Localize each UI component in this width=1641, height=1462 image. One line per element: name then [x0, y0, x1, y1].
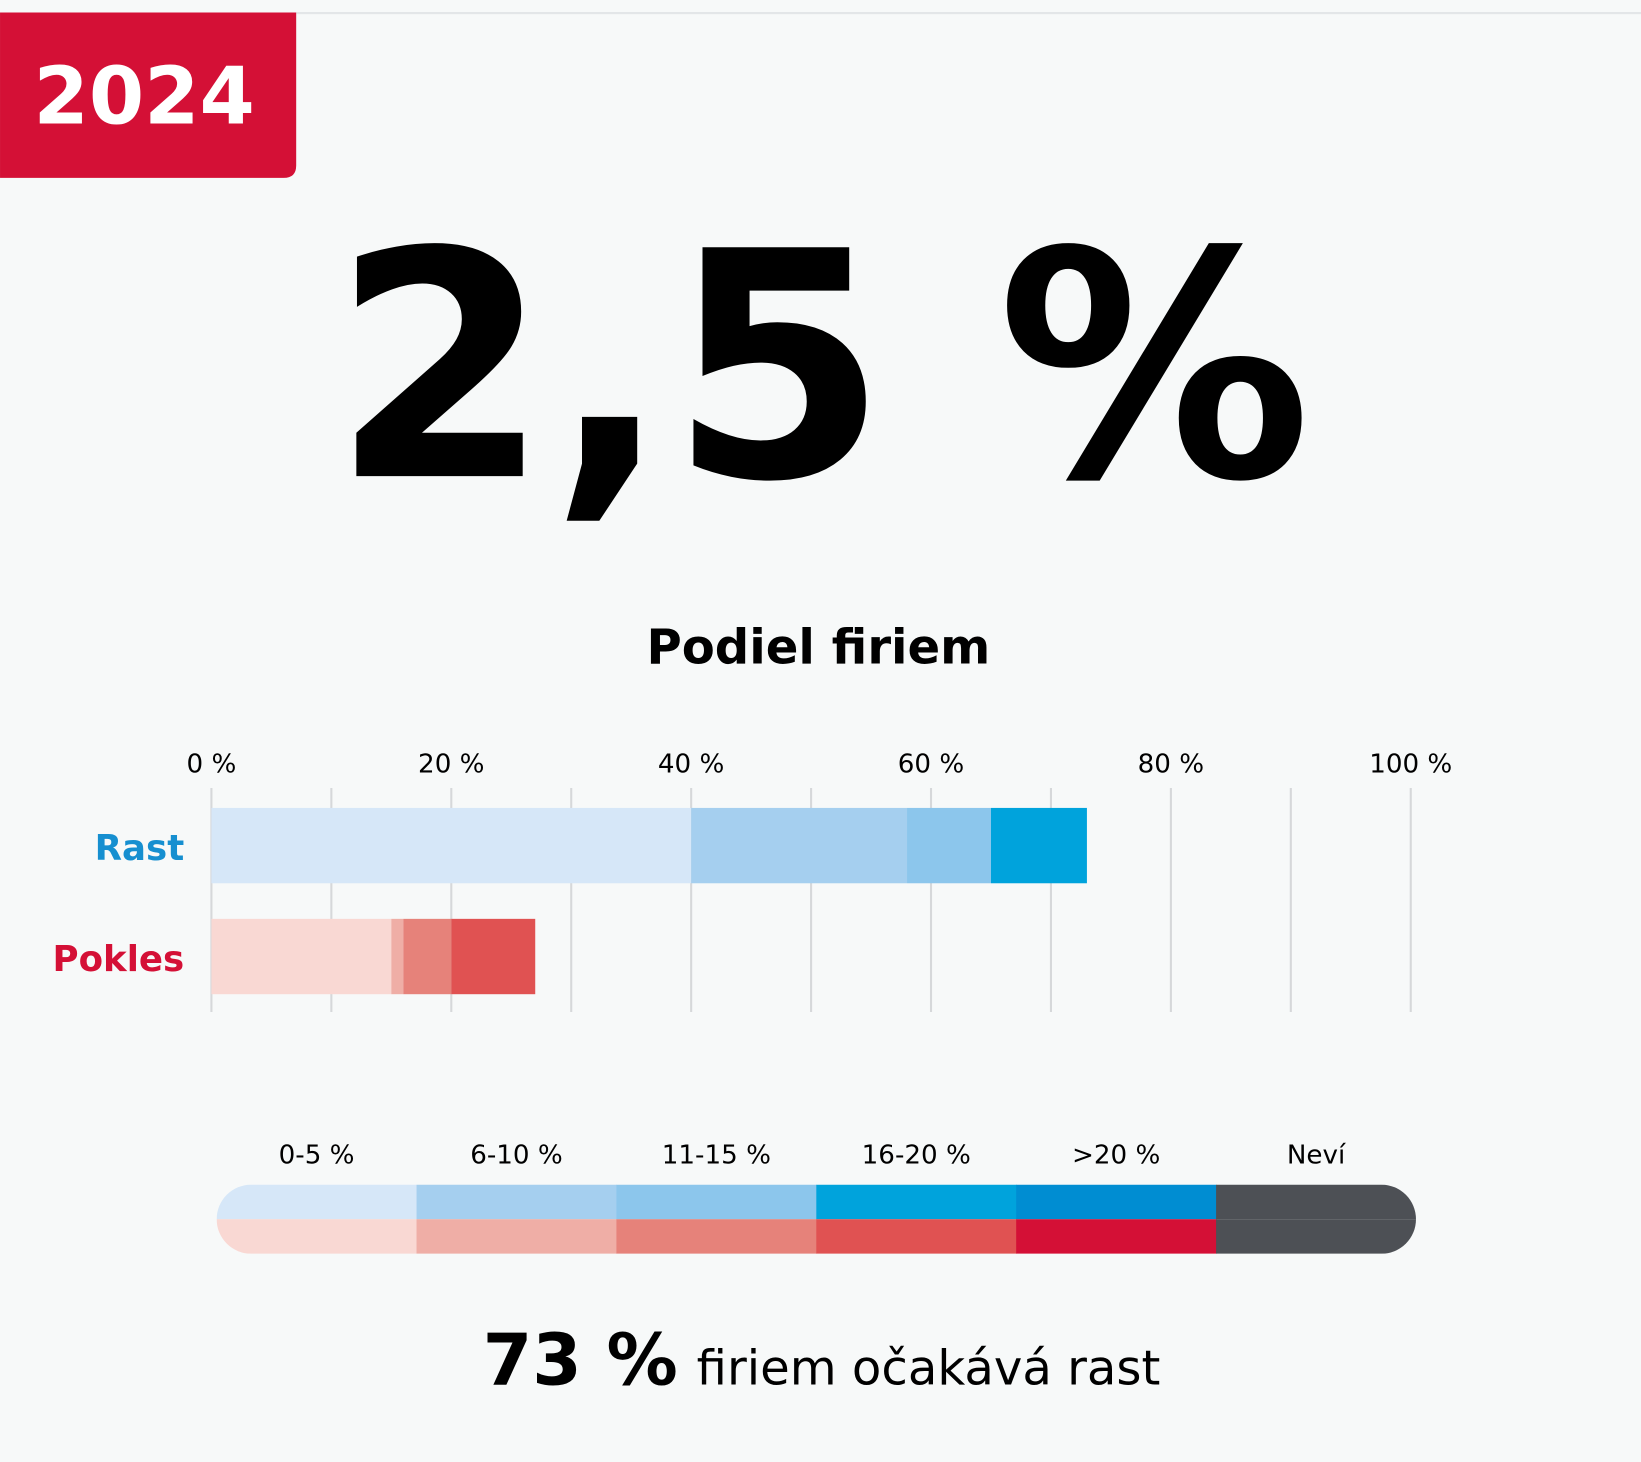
legend-swatch [616, 1184, 817, 1220]
x-tick-label: 20 % [418, 749, 484, 779]
legend-label: >20 % [1072, 1141, 1160, 1171]
bar-segment [403, 918, 452, 995]
summary-value: 73 % [483, 1319, 678, 1402]
legend-swatch [816, 1219, 1017, 1254]
bar-segment [211, 918, 392, 995]
x-tick-label: 60 % [898, 749, 964, 779]
legend-swatch [1216, 1184, 1416, 1220]
bar-segment [391, 918, 404, 995]
summary-text: firiem očakává rast [697, 1341, 1161, 1397]
legend-swatch [216, 1184, 418, 1220]
x-tick-label: 40 % [658, 749, 724, 779]
legend-swatch [1216, 1219, 1416, 1254]
badge-text: 2024 [34, 49, 255, 142]
headline: 2,5 % [332, 186, 1312, 551]
bar-segment [691, 807, 908, 884]
x-tick-label: 100 % [1369, 749, 1452, 779]
legend-label: 16-20 % [862, 1141, 971, 1171]
x-tick-label: 0 % [187, 749, 237, 779]
bar-segment [211, 807, 692, 884]
bar-segment [907, 807, 991, 884]
x-tick-label: 80 % [1138, 749, 1204, 779]
summary: 73 % firiem očakává rast [483, 1319, 1161, 1402]
legend-swatch [416, 1219, 617, 1254]
badge [0, 12, 297, 178]
category-label: Pokles [53, 939, 185, 980]
legend-label: 6-10 % [470, 1141, 563, 1171]
legend-label: 0-5 % [279, 1141, 355, 1171]
legend-swatch [616, 1219, 817, 1254]
bar-segment [451, 918, 536, 995]
legend-label: Neví [1287, 1141, 1346, 1171]
legend-swatch [416, 1184, 617, 1220]
legend-swatch [816, 1184, 1017, 1220]
legend-swatch [216, 1219, 418, 1254]
chart-title: Podiel firiem [646, 619, 990, 675]
legend-swatch [1016, 1184, 1217, 1220]
category-label: Rast [95, 828, 185, 869]
bar-segment [990, 807, 1087, 884]
legend-label: 11-15 % [662, 1141, 771, 1171]
legend-swatch [1016, 1219, 1217, 1254]
